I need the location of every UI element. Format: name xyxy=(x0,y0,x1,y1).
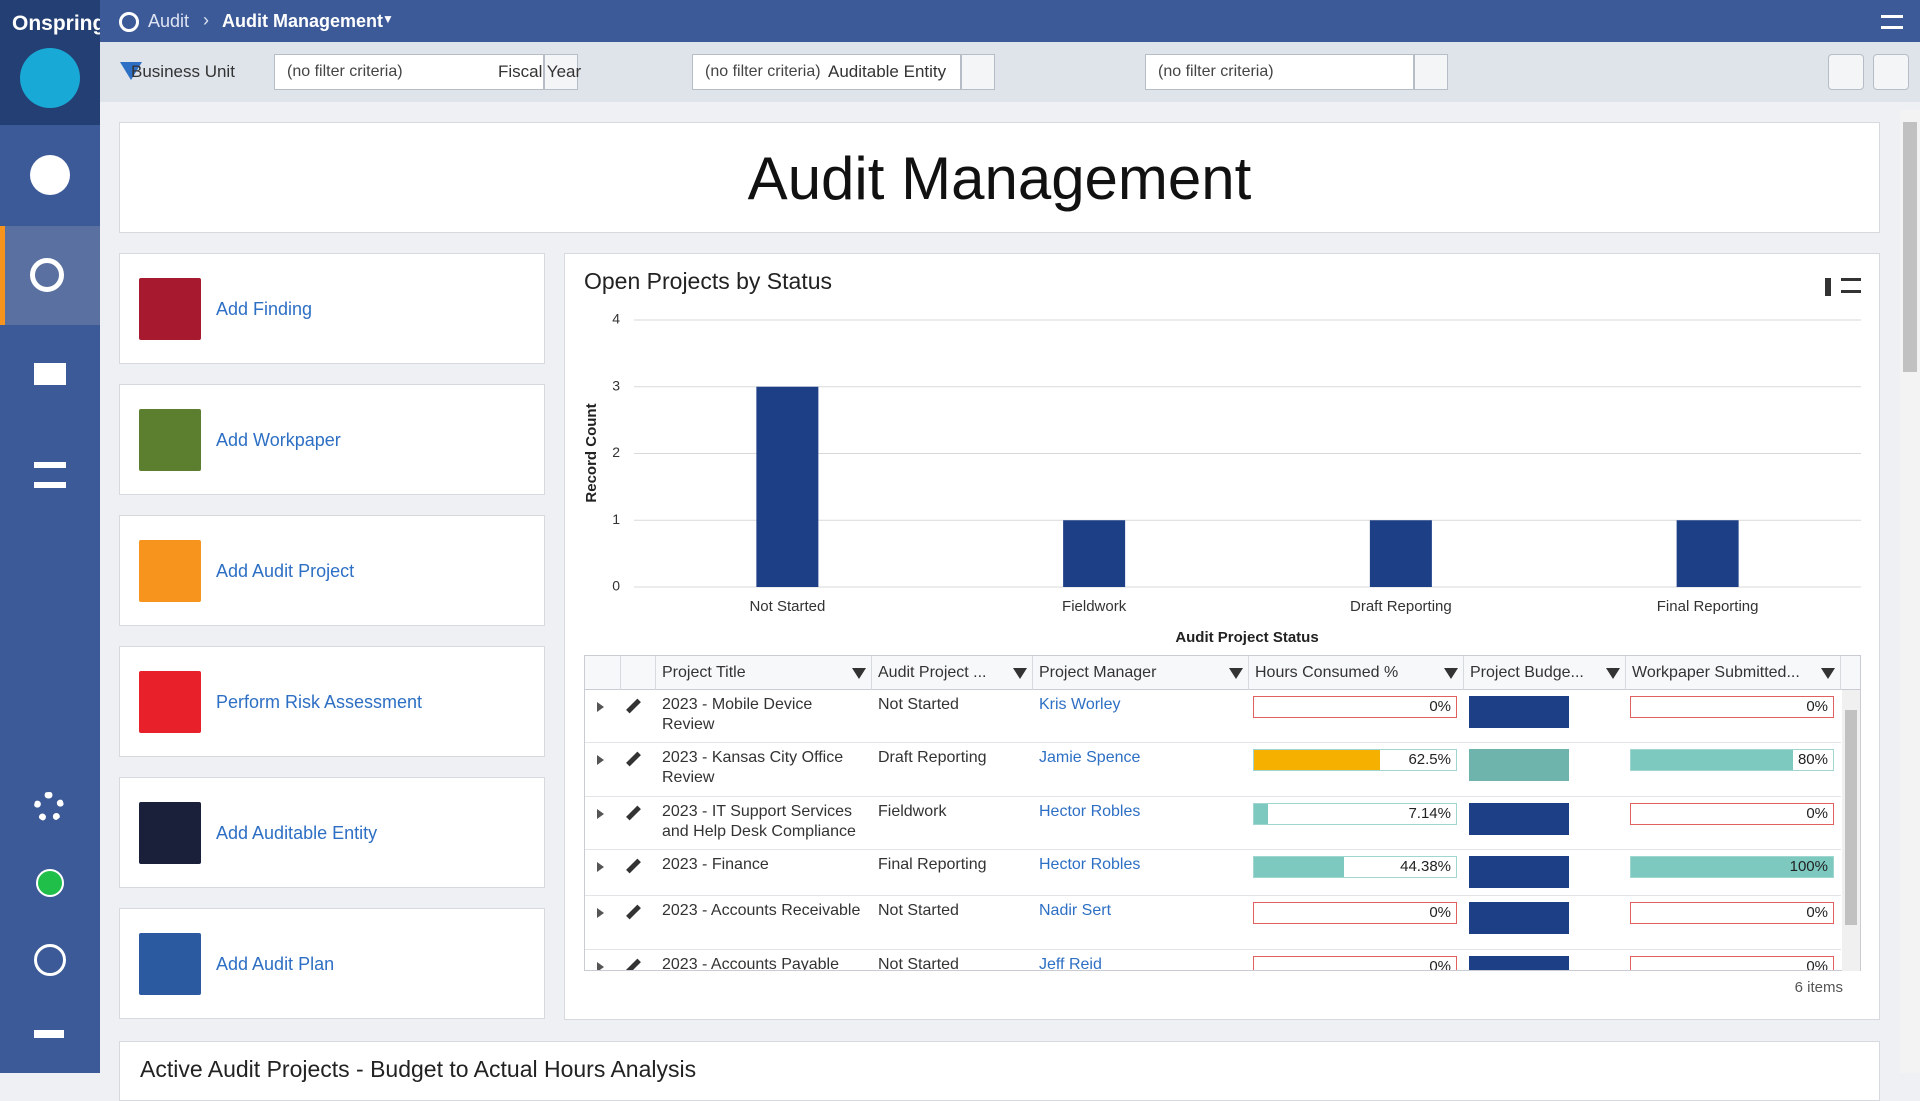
column-header[interactable]: Workpaper Submitted... xyxy=(1626,656,1841,690)
project-table: Project TitleAudit Project ...Project Ma… xyxy=(584,655,1861,971)
x-tick-label: Final Reporting xyxy=(1657,598,1759,615)
y-axis-title: Record Count xyxy=(583,403,600,502)
project-status: Final Reporting xyxy=(872,850,1033,880)
table-item-count: 6 items xyxy=(1700,979,1843,996)
page-scrollbar[interactable] xyxy=(1900,110,1920,1073)
progress-label: 0% xyxy=(1630,904,1828,921)
bar xyxy=(1370,520,1432,587)
chart-title: Open Projects by Status xyxy=(584,268,832,294)
budget-indicator xyxy=(1469,749,1569,781)
edit-button[interactable] xyxy=(626,806,641,821)
column-filter-icon[interactable] xyxy=(1013,668,1027,679)
page: {"app":{"logo":"Onspring"}, "breadcrumb"… xyxy=(0,0,1920,1073)
column-header[interactable]: Project Title xyxy=(656,656,872,690)
budget-indicator xyxy=(1469,803,1569,835)
x-tick-label: Fieldwork xyxy=(1062,598,1127,615)
progress-label: 80% xyxy=(1630,751,1828,768)
table-row: 2023 - Mobile Device ReviewNot StartedKr… xyxy=(585,690,1841,743)
progress-label: 7.14% xyxy=(1253,805,1451,822)
edit-button[interactable] xyxy=(626,699,641,714)
column-filter-icon[interactable] xyxy=(1444,668,1458,679)
expand-toggle[interactable] xyxy=(597,862,604,872)
y-tick-label: 1 xyxy=(612,511,620,527)
expand-toggle[interactable] xyxy=(597,809,604,819)
project-status: Not Started xyxy=(872,690,1033,720)
expand-toggle[interactable] xyxy=(597,755,604,765)
project-status: Fieldwork xyxy=(872,797,1033,827)
project-manager[interactable]: Kris Worley xyxy=(1033,690,1249,720)
progress-label: 62.5% xyxy=(1253,751,1451,768)
expand-toggle[interactable] xyxy=(597,962,604,971)
y-tick-label: 3 xyxy=(612,377,620,393)
x-tick-label: Not Started xyxy=(749,598,825,615)
table-row: 2023 - Kansas City Office ReviewDraft Re… xyxy=(585,743,1841,797)
edit-button[interactable] xyxy=(626,959,641,971)
project-title[interactable]: 2023 - Finance xyxy=(656,850,872,880)
progress-label: 100% xyxy=(1630,858,1828,875)
table-row: 2023 - Accounts ReceivableNot StartedNad… xyxy=(585,896,1841,950)
x-axis-title: Audit Project Status xyxy=(1175,629,1318,646)
column-filter-icon[interactable] xyxy=(852,668,866,679)
project-manager[interactable]: Jamie Spence xyxy=(1033,743,1249,773)
table-row: 2023 - FinanceFinal ReportingHector Robl… xyxy=(585,850,1841,896)
project-title[interactable]: 2023 - Mobile Device Review xyxy=(656,690,872,740)
budget-indicator xyxy=(1469,902,1569,934)
project-manager[interactable]: Jeff Reid xyxy=(1033,950,1249,971)
project-manager[interactable]: Hector Robles xyxy=(1033,850,1249,880)
project-title[interactable]: 2023 - Kansas City Office Review xyxy=(656,743,872,793)
edit-button[interactable] xyxy=(626,752,641,767)
budget-indicator xyxy=(1469,696,1569,728)
progress-label: 0% xyxy=(1630,805,1828,822)
project-manager[interactable]: Hector Robles xyxy=(1033,797,1249,827)
table-row: 2023 - IT Support Services and Help Desk… xyxy=(585,797,1841,850)
progress-label: 44.38% xyxy=(1253,858,1451,875)
project-title[interactable]: 2023 - Accounts Payable xyxy=(656,950,872,971)
table-row: 2023 - Accounts PayableNot StartedJeff R… xyxy=(585,950,1841,971)
column-filter-icon[interactable] xyxy=(1229,668,1243,679)
column-header[interactable]: Project Budge... xyxy=(1464,656,1626,690)
column-filter-icon[interactable] xyxy=(1821,668,1835,679)
header-spacer xyxy=(621,656,656,690)
x-tick-label: Draft Reporting xyxy=(1350,598,1452,615)
project-title[interactable]: 2023 - IT Support Services and Help Desk… xyxy=(656,797,872,847)
bar xyxy=(756,387,818,587)
y-tick-label: 2 xyxy=(612,444,620,460)
column-filter-icon[interactable] xyxy=(1606,668,1620,679)
budget-indicator xyxy=(1469,856,1569,888)
column-header[interactable]: Audit Project ... xyxy=(872,656,1033,690)
progress-label: 0% xyxy=(1630,958,1828,971)
project-status: Not Started xyxy=(872,950,1033,971)
project-manager[interactable]: Nadir Sert xyxy=(1033,896,1249,926)
expand-toggle[interactable] xyxy=(597,908,604,918)
progress-label: 0% xyxy=(1253,698,1451,715)
next-section-card: Active Audit Projects - Budget to Actual… xyxy=(119,1041,1880,1101)
project-title[interactable]: 2023 - Accounts Receivable xyxy=(656,896,872,926)
edit-button[interactable] xyxy=(626,859,641,874)
column-header[interactable]: Project Manager xyxy=(1033,656,1249,690)
project-status: Not Started xyxy=(872,896,1033,926)
bar xyxy=(1063,520,1125,587)
column-header[interactable]: Hours Consumed % xyxy=(1249,656,1464,690)
table-scrollbar[interactable] xyxy=(1842,690,1860,971)
budget-indicator xyxy=(1469,956,1569,971)
progress-label: 0% xyxy=(1630,698,1828,715)
header-spacer xyxy=(585,656,621,690)
bar xyxy=(1677,520,1739,587)
project-status: Draft Reporting xyxy=(872,743,1033,773)
progress-label: 0% xyxy=(1253,904,1451,921)
expand-toggle[interactable] xyxy=(597,702,604,712)
edit-button[interactable] xyxy=(626,905,641,920)
y-tick-label: 4 xyxy=(612,311,620,327)
y-tick-label: 0 xyxy=(612,578,620,594)
next-section-title: Active Audit Projects - Budget to Actual… xyxy=(140,1056,696,1083)
progress-label: 0% xyxy=(1253,958,1451,971)
